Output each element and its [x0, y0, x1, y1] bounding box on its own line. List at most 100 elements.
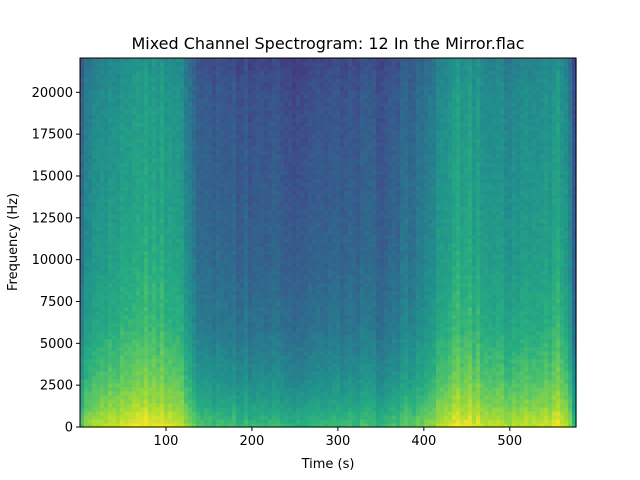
heatmap-cell — [296, 386, 301, 392]
heatmap-cell — [188, 190, 193, 195]
heatmap-cell — [204, 186, 209, 191]
heatmap-cell — [288, 170, 293, 175]
heatmap-cell — [112, 358, 117, 364]
heatmap-cell — [104, 218, 109, 224]
heatmap-cell — [208, 86, 213, 91]
heatmap-cell — [124, 362, 129, 368]
heatmap-cell — [260, 310, 265, 316]
heatmap-cell — [104, 294, 109, 300]
heatmap-cell — [288, 282, 293, 288]
heatmap-cell — [260, 306, 265, 312]
heatmap-cell — [252, 122, 257, 127]
heatmap-cell — [108, 94, 113, 99]
heatmap-cell — [128, 278, 133, 284]
heatmap-cell — [104, 258, 109, 264]
heatmap-cell — [156, 82, 161, 87]
heatmap-cell — [84, 230, 89, 236]
heatmap-cell — [176, 322, 181, 328]
heatmap-cell — [264, 374, 269, 380]
heatmap-cell — [232, 62, 237, 67]
heatmap-cell — [172, 182, 177, 187]
heatmap-cell — [216, 394, 221, 400]
heatmap-cell — [196, 166, 201, 171]
heatmap-cell — [168, 126, 173, 131]
heatmap-cell — [296, 382, 301, 388]
heatmap-cell — [120, 262, 125, 268]
heatmap-cell — [112, 178, 117, 183]
heatmap-cell — [116, 410, 121, 416]
heatmap-cell — [148, 166, 153, 171]
heatmap-cell — [136, 342, 141, 348]
heatmap-cell — [152, 146, 157, 151]
heatmap-cell — [144, 78, 149, 83]
heatmap-cell — [200, 218, 205, 224]
heatmap-cell — [256, 282, 261, 288]
heatmap-cell — [104, 182, 109, 187]
heatmap-cell — [176, 366, 181, 372]
heatmap-cell — [256, 406, 261, 412]
heatmap-cell — [176, 186, 181, 191]
heatmap-cell — [112, 182, 117, 187]
heatmap-cell — [288, 150, 293, 155]
heatmap-cell — [108, 122, 113, 127]
heatmap-cell — [156, 230, 161, 236]
heatmap-cell — [124, 274, 129, 280]
heatmap-cell — [184, 58, 189, 63]
heatmap-cell — [156, 266, 161, 272]
heatmap-cell — [148, 258, 153, 264]
heatmap-cell — [284, 310, 289, 316]
heatmap-cell — [136, 218, 141, 224]
heatmap-cell — [188, 418, 193, 424]
heatmap-cell — [292, 146, 297, 151]
heatmap-cell — [260, 58, 265, 63]
heatmap-cell — [276, 278, 281, 284]
heatmap-cell — [176, 102, 181, 107]
heatmap-cell — [264, 254, 269, 260]
heatmap-cell — [280, 170, 285, 175]
heatmap-cell — [268, 326, 273, 332]
heatmap-cell — [144, 210, 149, 216]
heatmap-cell — [136, 194, 141, 199]
heatmap-cell — [244, 278, 249, 284]
heatmap-cell — [120, 362, 125, 368]
heatmap-cell — [84, 174, 89, 179]
heatmap-cell — [292, 98, 297, 103]
heatmap-cell — [92, 150, 97, 155]
heatmap-cell — [268, 106, 273, 111]
heatmap-cell — [208, 386, 213, 392]
heatmap-cell — [180, 154, 185, 159]
heatmap-cell — [284, 162, 289, 167]
heatmap-cell — [264, 238, 269, 244]
heatmap-cell — [184, 66, 189, 71]
heatmap-cell — [204, 106, 209, 111]
heatmap-cell — [228, 230, 233, 236]
heatmap-cell — [104, 306, 109, 312]
heatmap-cell — [84, 358, 89, 364]
heatmap-cell — [184, 358, 189, 364]
heatmap-cell — [264, 414, 269, 420]
heatmap-cell — [248, 94, 253, 99]
heatmap-cell — [220, 306, 225, 312]
heatmap-cell — [216, 178, 221, 183]
heatmap-cell — [292, 150, 297, 155]
heatmap-cell — [92, 314, 97, 320]
heatmap-cell — [120, 218, 125, 224]
heatmap-cell — [180, 346, 185, 352]
heatmap-cell — [240, 86, 245, 91]
heatmap-cell — [248, 334, 253, 340]
heatmap-cell — [224, 174, 229, 179]
heatmap-cell — [272, 330, 277, 336]
heatmap-cell — [112, 130, 117, 135]
heatmap-cell — [188, 166, 193, 171]
heatmap-cell — [88, 206, 93, 212]
heatmap-cell — [228, 378, 233, 384]
heatmap-cell — [144, 394, 149, 400]
heatmap-cell — [152, 362, 157, 368]
heatmap-cell — [220, 422, 225, 428]
heatmap-cell — [112, 394, 117, 400]
heatmap-cell — [292, 394, 297, 400]
heatmap-cell — [244, 222, 249, 228]
heatmap-cell — [96, 150, 101, 155]
heatmap-cell — [148, 422, 153, 428]
heatmap-cell — [212, 290, 217, 296]
